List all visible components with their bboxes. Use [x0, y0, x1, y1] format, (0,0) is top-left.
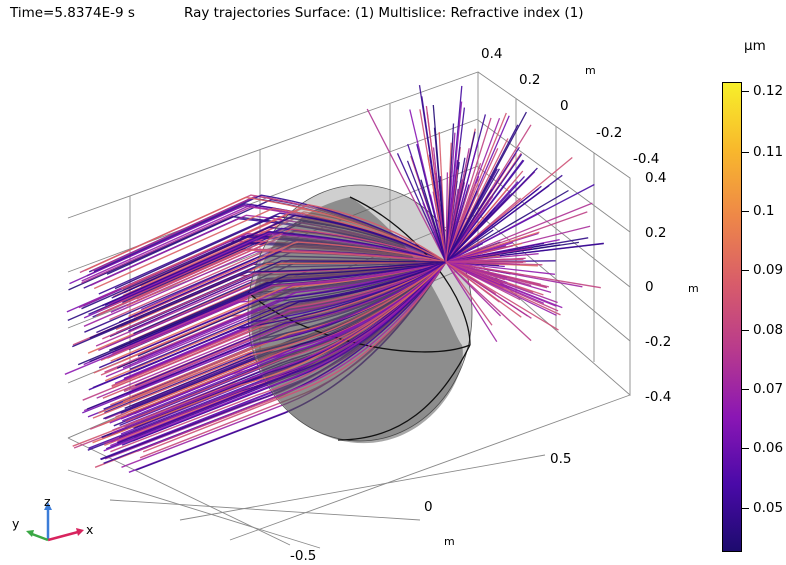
colorbar-tick-label: 0.12: [753, 83, 784, 99]
z-tick-label: 0.4: [645, 170, 666, 186]
y-tick-label: -0.2: [596, 125, 622, 141]
axis-orientation-triad: z x y: [12, 494, 93, 542]
colorbar-tick: [742, 508, 749, 509]
colorbar-tick-label: 0.06: [753, 440, 784, 456]
colorbar-tick: [742, 270, 749, 271]
y-tick-label: 0: [560, 98, 569, 114]
colorbar-tick-label: 0.11: [753, 144, 784, 160]
colorbar-tick-label: 0.05: [753, 500, 784, 516]
triad-y-label: y: [12, 516, 20, 531]
x-tick-label: -0.5: [290, 548, 316, 564]
y-axis-unit: m: [585, 64, 596, 77]
x-tick-label: 0: [424, 499, 433, 515]
colorbar-tick: [742, 448, 749, 449]
z-tick-label: 0.2: [645, 225, 666, 241]
z-tick-label: -0.4: [645, 389, 671, 405]
y-tick-label: 0.2: [519, 72, 540, 88]
colorbar-tick: [742, 389, 749, 390]
x-axis-unit: m: [444, 535, 455, 548]
colorbar-tick-label: 0.07: [753, 381, 784, 397]
z-axis-unit: m: [688, 282, 699, 295]
ray-trajectories-front: [72, 194, 447, 464]
ray-fan-exit: [366, 85, 604, 343]
plot-title: Ray trajectories Surface: (1) Multislice…: [184, 5, 584, 21]
colorbar-tick: [742, 91, 749, 92]
colorbar: [722, 82, 742, 552]
colorbar-tick: [742, 330, 749, 331]
z-tick-label: 0: [645, 279, 654, 295]
colorbar-tick: [742, 152, 749, 153]
triad-z-label: z: [44, 494, 51, 509]
z-tick-label: -0.2: [645, 334, 671, 350]
y-tick-label: 0.4: [481, 46, 502, 62]
colorbar-unit: µm: [744, 38, 766, 54]
colorbar-tick-label: 0.08: [753, 322, 784, 338]
time-label: Time=5.8374E-9 s: [10, 5, 135, 21]
colorbar-tick: [742, 211, 749, 212]
y-tick-label: -0.4: [633, 151, 659, 167]
colorbar-tick-label: 0.1: [753, 203, 775, 219]
colorbar-tick-label: 0.09: [753, 262, 784, 278]
x-tick-label: 0.5: [550, 451, 571, 467]
triad-x-label: x: [86, 522, 93, 537]
